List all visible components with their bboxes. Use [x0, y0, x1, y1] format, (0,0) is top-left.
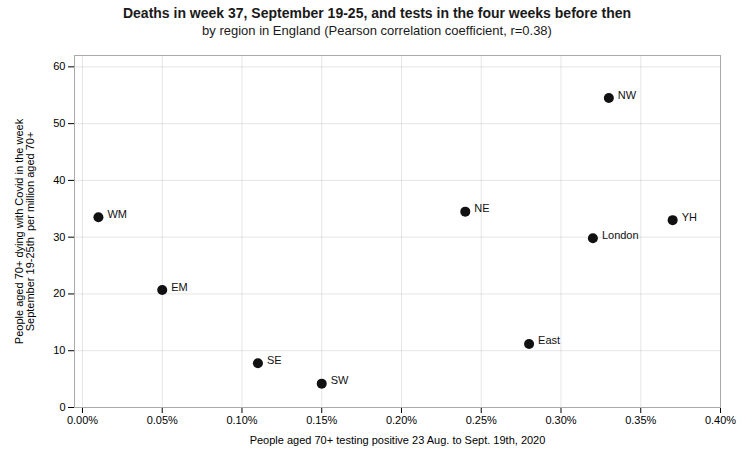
svg-text:YH: YH [682, 211, 697, 223]
svg-text:People aged 70+ dying with Cov: People aged 70+ dying with Covid in the … [13, 118, 36, 344]
svg-text:0.30%: 0.30% [545, 414, 576, 426]
svg-text:0.35%: 0.35% [625, 414, 656, 426]
svg-text:People aged 70+ testing positi: People aged 70+ testing positive 23 Aug.… [250, 434, 546, 446]
svg-text:0: 0 [59, 401, 65, 413]
svg-text:NE: NE [474, 202, 489, 214]
svg-text:WM: WM [107, 208, 127, 220]
svg-text:60: 60 [53, 60, 65, 72]
html-text:by region in England (Pearson: by region in England (Pearson correlatio… [202, 23, 552, 38]
html-text:Deaths in week 37, September 1: Deaths in week 37, September 19-25, and … [123, 5, 631, 21]
svg-text:NW: NW [618, 89, 637, 101]
svg-text:0.00%: 0.00% [67, 414, 98, 426]
svg-text:0.25%: 0.25% [466, 414, 497, 426]
svg-text:0.20%: 0.20% [386, 414, 417, 426]
svg-text:40: 40 [53, 174, 65, 186]
svg-text:10: 10 [53, 344, 65, 356]
svg-text:SE: SE [267, 354, 282, 366]
svg-text:20: 20 [53, 287, 65, 299]
svg-text:30: 30 [53, 231, 65, 243]
svg-text:0.05%: 0.05% [147, 414, 178, 426]
svg-text:EM: EM [171, 280, 188, 292]
svg-text:50: 50 [53, 117, 65, 129]
svg-text:0.10%: 0.10% [226, 414, 257, 426]
svg-text:0.15%: 0.15% [306, 414, 337, 426]
svg-text:SW: SW [331, 374, 349, 386]
svg-text:East: East [538, 334, 560, 346]
svg-text:0.40%: 0.40% [705, 414, 736, 426]
svg-text:London: London [602, 229, 639, 241]
